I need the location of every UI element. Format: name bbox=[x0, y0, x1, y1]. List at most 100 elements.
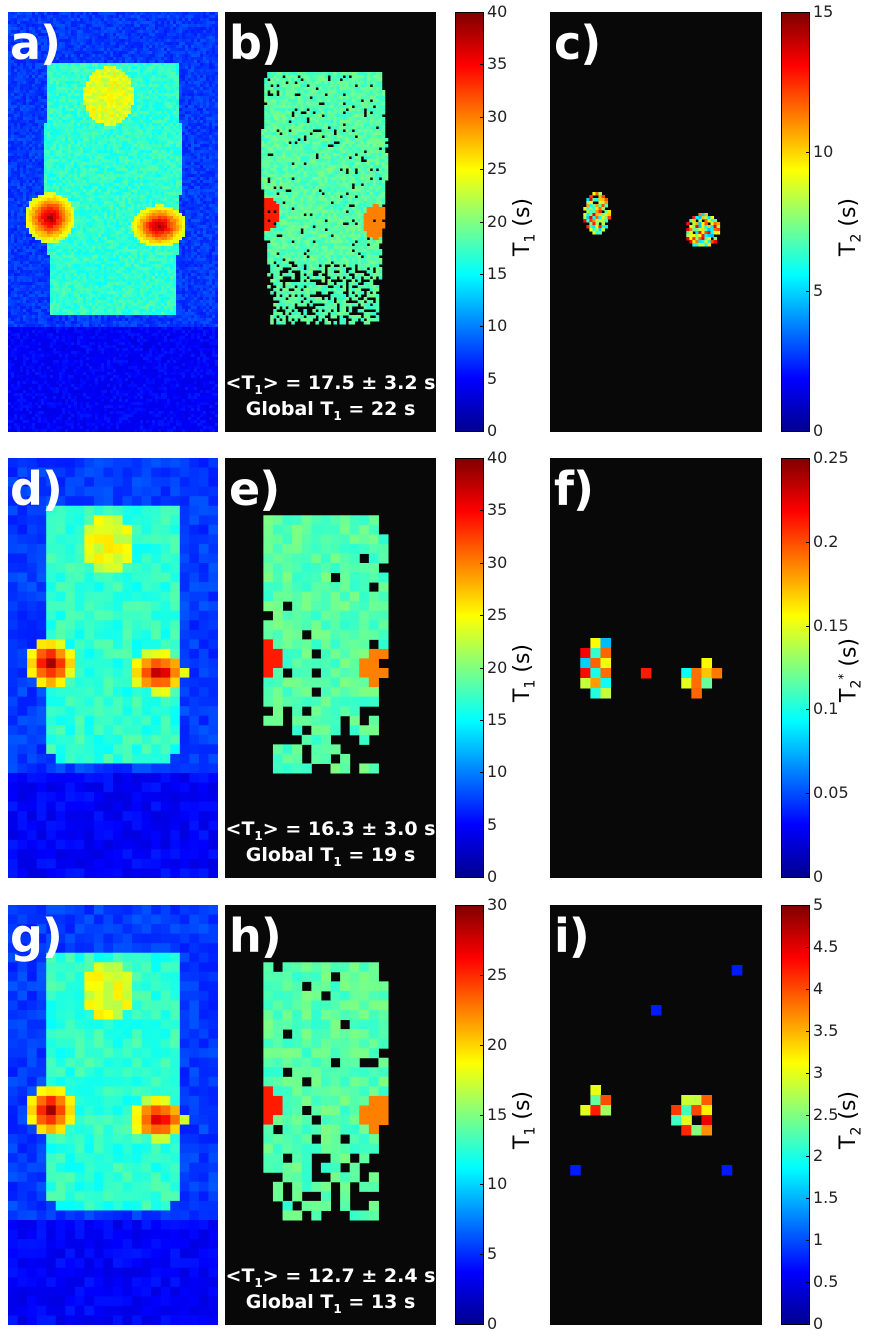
colorbar-tick-mark bbox=[806, 1030, 810, 1032]
cbtitle-unit: (s) bbox=[836, 638, 862, 674]
colorbar-tick-label: 5 bbox=[487, 368, 498, 388]
colorbar-tick-label: 15 bbox=[487, 1104, 508, 1124]
colorbar-tick-label: 0.25 bbox=[813, 448, 849, 467]
colorbar-tick-mark bbox=[480, 905, 484, 906]
t2-map-row1-image bbox=[583, 192, 721, 247]
global-t1-line: Global T1 = 19 s bbox=[225, 844, 436, 870]
mean-t1-prefix: <T bbox=[225, 372, 255, 394]
global-t1-sub: 1 bbox=[333, 1301, 342, 1316]
cbtitle-main: T bbox=[510, 688, 535, 702]
cbtitle-sub: 1 bbox=[522, 233, 539, 243]
colorbar-tick-mark bbox=[806, 541, 810, 543]
colorbar-tick-mark bbox=[806, 291, 810, 293]
cbtitle-main: T bbox=[510, 1135, 535, 1149]
colorbar-tick-mark bbox=[806, 946, 810, 948]
cbtitle-main: T bbox=[510, 242, 535, 256]
global-t1-value: = 19 s bbox=[341, 843, 416, 866]
colorbar-tick-label: 15 bbox=[813, 2, 834, 21]
colorbar-tick-label: 15 bbox=[487, 263, 508, 283]
colorbar-tick-label: 20 bbox=[487, 211, 508, 231]
anatomy-image-row2-image bbox=[8, 458, 218, 878]
mean-t1-prefix: <T bbox=[225, 818, 255, 840]
colorbar-tick-label: 40 bbox=[487, 448, 508, 467]
t2-map-row3-image bbox=[570, 965, 743, 1176]
colorbar-tick-mark bbox=[806, 431, 810, 432]
t1-map-row3 bbox=[225, 905, 436, 1325]
colorbar-tick-label: 0 bbox=[487, 1314, 498, 1333]
mean-t1-line: <T1> = 17.5 ± 3.2 s bbox=[225, 372, 436, 398]
t2-colorbar-title: T2 (s) bbox=[836, 1091, 864, 1149]
colorbar-tick-mark bbox=[480, 667, 484, 669]
colorbar-tick-label: 5 bbox=[487, 814, 498, 834]
t1-map-row2 bbox=[225, 458, 436, 878]
colorbar-tick-label: 10 bbox=[487, 762, 508, 782]
colorbar-tick-mark bbox=[806, 458, 810, 459]
global-t1-line: Global T1 = 13 s bbox=[225, 1291, 436, 1317]
mean-t1-sub: 1 bbox=[254, 382, 263, 397]
colorbar-tick-label: 4.5 bbox=[813, 936, 839, 956]
t1-map-row3-image bbox=[263, 962, 389, 1221]
colorbar-tick-label: 0.2 bbox=[813, 531, 839, 551]
colorbar-tick-mark bbox=[806, 877, 810, 878]
colorbar-tick-label: 35 bbox=[487, 54, 508, 74]
t1-colorbar bbox=[455, 905, 484, 1325]
colorbar-tick-label: 20 bbox=[487, 657, 508, 677]
colorbar-tick-mark bbox=[806, 988, 810, 990]
colorbar-tick-label: 15 bbox=[487, 709, 508, 729]
panel-label: i) bbox=[554, 909, 590, 963]
cbtitle-sub: 2 bbox=[848, 679, 865, 689]
colorbar-tick-label: 5 bbox=[813, 895, 824, 914]
colorbar-tick-label: 25 bbox=[487, 605, 508, 625]
global-t1-sub: 1 bbox=[333, 854, 342, 869]
colorbar-tick-label: 4 bbox=[813, 978, 824, 998]
t2-colorbar-title: T2 (s) bbox=[836, 198, 864, 256]
global-t1-line: Global T1 = 22 s bbox=[225, 398, 436, 424]
colorbar-tick-label: 20 bbox=[487, 1034, 508, 1054]
colorbar-tick-mark bbox=[480, 458, 484, 459]
colorbar-tick-mark bbox=[480, 64, 484, 66]
t2-colorbar-title: T2* (s) bbox=[836, 638, 865, 702]
colorbar-tick-mark bbox=[806, 1240, 810, 1242]
t1-colorbar bbox=[455, 458, 484, 878]
colorbar-tick-mark bbox=[480, 1044, 484, 1046]
colorbar-tick-mark bbox=[480, 378, 484, 380]
colorbar-tick-label: 2.5 bbox=[813, 1104, 839, 1124]
colorbar-tick-label: 0.15 bbox=[813, 615, 849, 635]
colorbar-tick-mark bbox=[806, 625, 810, 627]
colorbar-tick-label: 0.5 bbox=[813, 1272, 839, 1292]
cbtitle-sub: 2 bbox=[848, 233, 865, 243]
colorbar-tick-label: 10 bbox=[487, 316, 508, 336]
t1-colorbar-title: T1 (s) bbox=[510, 198, 538, 256]
colorbar-tick-mark bbox=[480, 431, 484, 432]
colorbar-tick-label: 25 bbox=[487, 159, 508, 179]
colorbar-tick-mark bbox=[806, 151, 810, 153]
t1-statistics: <T1> = 16.3 ± 3.0 s Global T1 = 19 s bbox=[225, 818, 436, 870]
panel-label: h) bbox=[229, 909, 282, 963]
colorbar-tick-label: 25 bbox=[487, 964, 508, 984]
cbtitle-unit: (s) bbox=[836, 1091, 861, 1127]
colorbar-tick-mark bbox=[480, 12, 484, 13]
colorbar-tick-label: 2 bbox=[813, 1146, 824, 1166]
t2-colorbar bbox=[781, 12, 810, 432]
cbtitle-sup: * bbox=[836, 673, 850, 680]
cbtitle-sub: 1 bbox=[522, 679, 539, 689]
colorbar-tick-mark bbox=[480, 824, 484, 826]
t2-colorbar bbox=[781, 458, 810, 878]
t1-colorbar-title: T1 (s) bbox=[510, 644, 538, 702]
colorbar-tick-label: 30 bbox=[487, 552, 508, 572]
mean-t1-sub: 1 bbox=[254, 828, 263, 843]
t1-statistics: <T1> = 17.5 ± 3.2 s Global T1 = 22 s bbox=[225, 372, 436, 424]
global-t1-sub: 1 bbox=[333, 408, 342, 423]
colorbar-tick-mark bbox=[806, 709, 810, 711]
t1-colorbar-title: T1 (s) bbox=[510, 1091, 538, 1149]
colorbar-tick-mark bbox=[480, 1184, 484, 1186]
mean-t1-sub: 1 bbox=[254, 1275, 263, 1290]
panel-label: b) bbox=[229, 16, 282, 70]
cbtitle-main: T bbox=[836, 1135, 861, 1149]
mean-t1-line: <T1> = 12.7 ± 2.4 s bbox=[225, 1265, 436, 1291]
t1-map-row1 bbox=[225, 12, 436, 432]
cbtitle-unit: (s) bbox=[510, 1091, 535, 1127]
mean-t1-value: > = 17.5 ± 3.2 s bbox=[262, 372, 436, 394]
t2-map-row2 bbox=[550, 458, 762, 878]
colorbar-tick-mark bbox=[806, 1282, 810, 1284]
